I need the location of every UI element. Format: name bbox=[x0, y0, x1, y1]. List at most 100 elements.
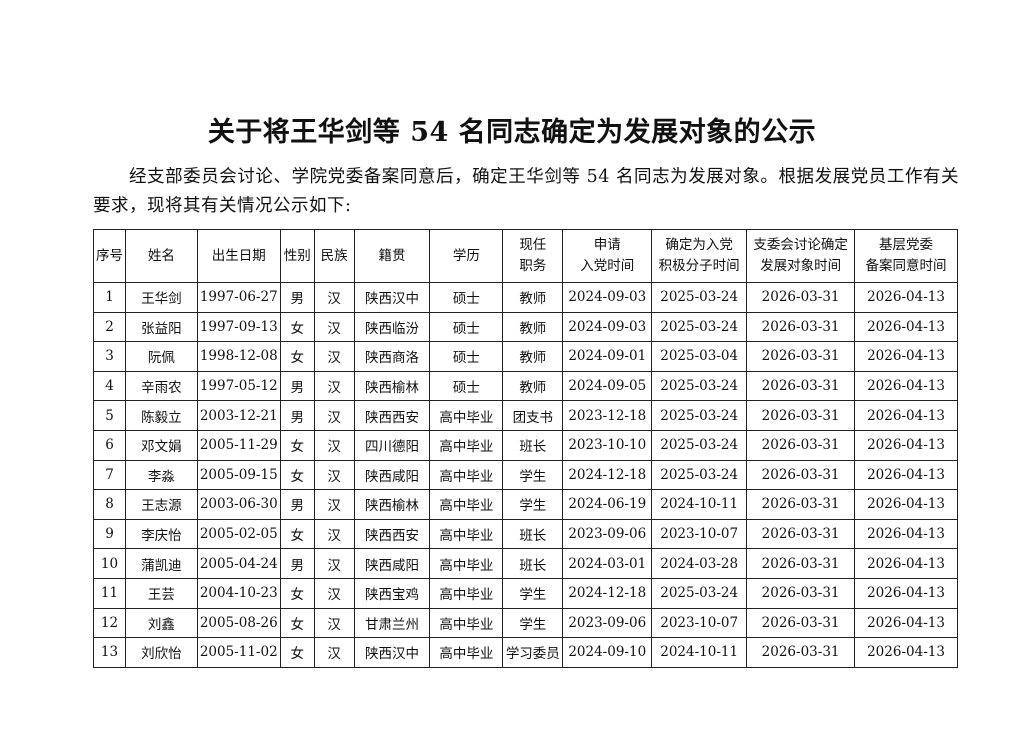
table-cell: 高中毕业 bbox=[429, 489, 504, 520]
table-cell: 2026-04-13 bbox=[854, 282, 958, 313]
table-cell: 2005-04-24 bbox=[196, 548, 281, 579]
table-cell: 7 bbox=[93, 459, 126, 491]
table-cell: 汉 bbox=[313, 518, 355, 550]
table-cell: 汉 bbox=[313, 637, 355, 668]
table-cell: 女 bbox=[279, 429, 315, 461]
column-header-line: 出生日期 bbox=[211, 247, 266, 264]
table-cell: 8 bbox=[93, 489, 126, 520]
column-header-line: 确定为入党 bbox=[665, 237, 733, 253]
table-cell: 2 bbox=[93, 311, 126, 343]
column-header: 出生日期 bbox=[196, 229, 281, 283]
table-cell: 陈毅立 bbox=[124, 400, 198, 431]
table-cell: 汉 bbox=[313, 311, 355, 343]
table-cell: 学生 bbox=[502, 459, 564, 491]
table-cell: 4 bbox=[93, 370, 126, 402]
table-cell: 陕西商洛 bbox=[353, 341, 431, 372]
table-cell: 教师 bbox=[502, 341, 564, 372]
table-cell: 5 bbox=[93, 400, 126, 431]
table-cell: 2026-03-31 bbox=[746, 577, 856, 609]
table-cell: 2024-09-10 bbox=[562, 637, 653, 668]
table-cell: 2024-09-03 bbox=[562, 282, 653, 313]
table-cell: 1997-06-27 bbox=[196, 282, 281, 313]
table-cell: 陕西西安 bbox=[353, 400, 431, 431]
table-cell: 班长 bbox=[502, 518, 564, 550]
table-cell: 13 bbox=[93, 637, 126, 668]
table-cell: 陕西榆林 bbox=[353, 370, 431, 402]
table-cell: 陕西咸阳 bbox=[353, 459, 431, 491]
table-cell: 2025-03-24 bbox=[651, 282, 748, 313]
table-cell: 2026-04-13 bbox=[854, 370, 958, 402]
table-cell: 2025-03-24 bbox=[651, 429, 748, 461]
table-cell: 张益阳 bbox=[124, 311, 198, 343]
column-header-line: 性别 bbox=[283, 247, 311, 264]
table-cell: 2003-12-21 bbox=[196, 400, 281, 431]
column-header-line: 现任 bbox=[519, 237, 547, 253]
table-row: 2 张益阳 1997-09-13 女汉陕西临汾 硕士 教师 2024-09-03 2025-0… bbox=[93, 311, 958, 343]
table-cell: 1997-05-12 bbox=[196, 370, 281, 402]
table-row: 10 蒲凯迪 2005-04-24 男汉陕西咸阳 高中毕业 班长 2024-03-01 202… bbox=[93, 548, 958, 579]
table-cell: 2023-10-07 bbox=[651, 607, 748, 639]
table-cell: 2026-03-31 bbox=[746, 637, 856, 668]
table-row: 11 王芸 2004-10-23 女汉陕西宝鸡 高中毕业 学生 2024-12-18 2025… bbox=[93, 577, 958, 609]
column-header: 确定为入党积极分子时间 bbox=[651, 229, 748, 283]
table-cell: 陕西临汾 bbox=[353, 311, 431, 343]
table-cell: 2024-03-28 bbox=[651, 548, 748, 579]
table-cell: 2026-04-13 bbox=[854, 489, 958, 520]
table-row: 12 刘鑫 2005-08-26 女汉甘肃兰州 高中毕业 学生 2023-09-06 2023… bbox=[93, 607, 958, 639]
table-cell: 2026-04-13 bbox=[854, 400, 958, 431]
table-cell: 2024-06-19 bbox=[562, 489, 653, 520]
table-cell: 2026-04-13 bbox=[854, 548, 958, 579]
table-cell: 阮佩 bbox=[124, 341, 198, 372]
table-cell: 2026-03-31 bbox=[746, 518, 856, 550]
table-cell: 男 bbox=[279, 489, 315, 520]
table-cell: 2005-09-15 bbox=[196, 459, 281, 491]
table-cell: 高中毕业 bbox=[429, 459, 504, 491]
table-cell: 2023-10-10 bbox=[562, 429, 653, 461]
table-cell: 1998-12-08 bbox=[196, 341, 281, 372]
table-cell: 教师 bbox=[502, 311, 564, 343]
table-cell: 2023-09-06 bbox=[562, 607, 653, 639]
candidates-table: 序号 姓名 出生日期 性别 民族 籍贯 学历 现任 职务 申请 入党时间 确定为入党 积极分子时间 支委会… bbox=[93, 229, 958, 668]
column-header-line: 姓名 bbox=[147, 247, 175, 264]
table-cell: 陕西汉中 bbox=[353, 637, 431, 668]
table-cell: 2026-04-13 bbox=[854, 429, 958, 461]
column-header: 基层党委 备案同意时间 bbox=[854, 229, 958, 283]
table-cell: 2026-04-13 bbox=[854, 518, 958, 550]
table-cell: 学习委员 bbox=[502, 637, 564, 668]
table-row: 13 刘欣怡 2005-11-02 女汉陕西汉中 高中毕业 学习委员 2024-09-10 2… bbox=[93, 637, 958, 668]
table-cell: 2026-04-13 bbox=[854, 341, 958, 372]
column-header-line: 职务 bbox=[519, 258, 547, 274]
table-cell: 高中毕业 bbox=[429, 429, 504, 461]
column-header-line: 积极分子时间 bbox=[658, 258, 740, 274]
table-cell: 汉 bbox=[313, 607, 355, 639]
table-cell: 汉 bbox=[313, 282, 355, 313]
table-cell: 硕士 bbox=[429, 311, 504, 343]
table-cell: 男 bbox=[279, 282, 315, 313]
table-cell: 1 bbox=[93, 282, 126, 313]
column-header: 现任 职务 bbox=[502, 229, 564, 283]
table-cell: 2024-10-11 bbox=[651, 637, 748, 668]
table-cell: 2026-03-31 bbox=[746, 459, 856, 491]
table-row: 4 辛雨农 1997-05-12 男汉陕西榆林 硕士 教师 2024-09-05 2025-0… bbox=[93, 370, 958, 402]
table-cell: 男 bbox=[279, 400, 315, 431]
table-cell: 汉 bbox=[313, 429, 355, 461]
table-cell: 2026-04-13 bbox=[854, 459, 958, 491]
table-cell: 辛雨农 bbox=[124, 370, 198, 402]
column-header-line: 基层党委 bbox=[879, 237, 934, 253]
table-cell: 2023-12-18 bbox=[562, 400, 653, 431]
table-cell: 2025-03-24 bbox=[651, 370, 748, 402]
table-cell: 2005-11-02 bbox=[196, 637, 281, 668]
table-cell: 汉 bbox=[313, 459, 355, 491]
table-cell: 学生 bbox=[502, 489, 564, 520]
table-cell: 陕西西安 bbox=[353, 518, 431, 550]
table-cell: 2024-12-18 bbox=[562, 459, 653, 491]
table-cell: 刘鑫 bbox=[124, 607, 198, 639]
table-cell: 2026-03-31 bbox=[746, 548, 856, 579]
table-cell: 2024-09-03 bbox=[562, 311, 653, 343]
table-cell: 硕士 bbox=[429, 341, 504, 372]
table-cell: 汉 bbox=[313, 341, 355, 372]
column-header-line: 民族 bbox=[320, 247, 348, 264]
table-cell: 汉 bbox=[313, 548, 355, 579]
column-header: 学历 bbox=[429, 229, 504, 283]
table-row: 3 阮佩 1998-12-08 女汉陕西商洛 硕士 教师 2024-09-01 2025-03… bbox=[93, 341, 958, 372]
